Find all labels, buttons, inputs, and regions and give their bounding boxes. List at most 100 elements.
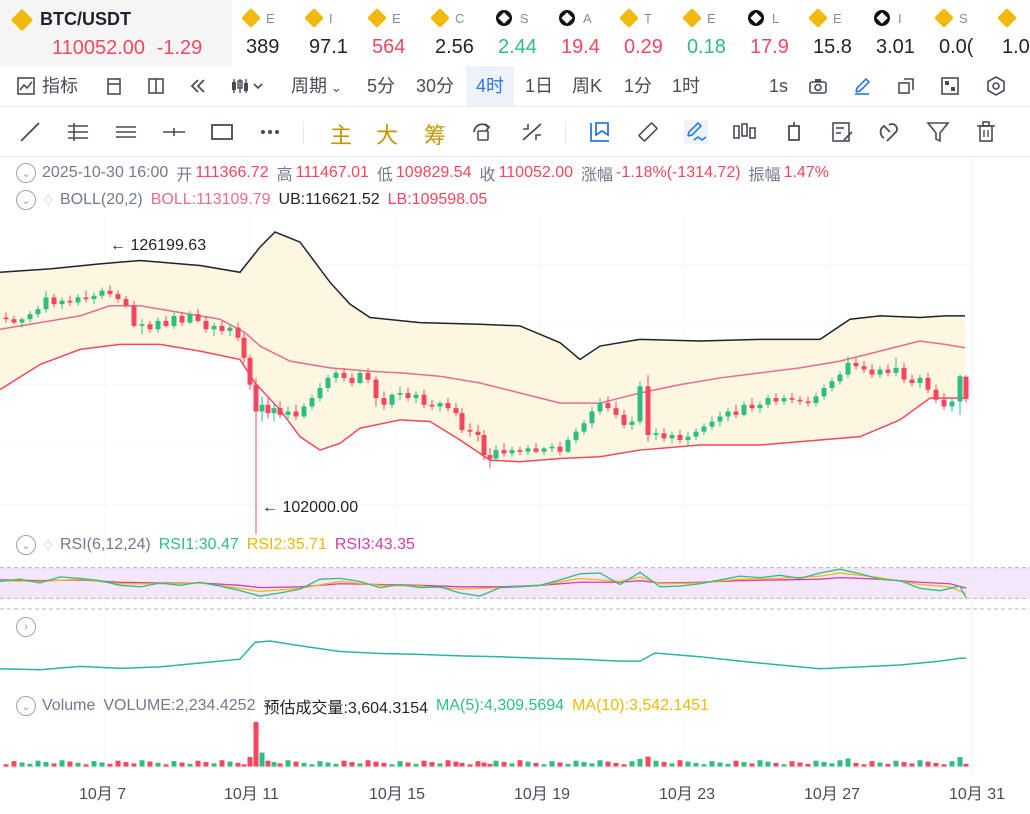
- ruler-icon[interactable]: [636, 120, 660, 144]
- candle-body: [75, 297, 81, 303]
- rectangle-icon[interactable]: [210, 120, 234, 144]
- measure-swap-icon[interactable]: [520, 120, 544, 144]
- tab-period-6[interactable]: 1时: [672, 76, 701, 96]
- volume-bar: [325, 762, 331, 767]
- rsi2-value: RSI2:35.71: [246, 536, 327, 553]
- single-candle-icon[interactable]: [782, 120, 806, 144]
- candle-body: [467, 429, 473, 432]
- camera-icon[interactable]: [808, 76, 828, 96]
- qrcode-icon[interactable]: [940, 76, 960, 96]
- boll-info-line: ⌄ ♢ BOLL(20,2) BOLL:113109.79 UB:116621.…: [16, 189, 495, 211]
- settings-icon[interactable]: [986, 76, 1006, 96]
- candles-icon[interactable]: [732, 120, 756, 144]
- volume-bar: [901, 762, 907, 767]
- parallel-channel-icon[interactable]: [114, 120, 138, 144]
- collapse-chevron-icon[interactable]: ⌄: [16, 163, 36, 183]
- filter-icon[interactable]: [926, 120, 950, 144]
- note-edit-icon[interactable]: [830, 120, 854, 144]
- ticker-item[interactable]: E 15.8: [799, 0, 862, 66]
- indicator-chart-icon[interactable]: [16, 76, 36, 96]
- horizontal-line-icon[interactable]: [162, 120, 186, 144]
- refresh-rate-button[interactable]: 1s: [769, 76, 789, 96]
- candle-body: [589, 411, 595, 424]
- bell-icon[interactable]: ♢: [42, 536, 55, 553]
- volume-bar: [605, 761, 611, 767]
- candle-body: [131, 305, 137, 326]
- volume-ma5: MA(5):4,309.5694: [436, 697, 565, 714]
- layout-icon[interactable]: [104, 76, 124, 96]
- ticker-item[interactable]: S 2.44: [484, 0, 547, 66]
- ticker-item[interactable]: I 97.1: [295, 0, 358, 66]
- tab-period-1[interactable]: 30分: [416, 76, 455, 96]
- candle-body: [797, 399, 803, 402]
- date-tick-label: 10月 7: [79, 786, 127, 803]
- draw-pen-icon[interactable]: [684, 120, 708, 144]
- big-order-button[interactable]: 大: [376, 123, 399, 148]
- ticker-item[interactable]: A 19.4: [547, 0, 610, 66]
- trash-icon[interactable]: [974, 120, 998, 144]
- rsi-info-line: ⌄ ♢ RSI(6,12,24) RSI1:30.47 RSI2:35.71 R…: [16, 534, 423, 556]
- tab-period-5[interactable]: 1分: [624, 76, 653, 96]
- candle-body: [565, 440, 571, 452]
- ticker-item[interactable]: T 0.29: [610, 0, 673, 66]
- trend-line-icon[interactable]: [18, 120, 42, 144]
- candle-body: [685, 436, 691, 440]
- add-window-icon[interactable]: [896, 76, 916, 96]
- horizontal-ray-icon[interactable]: [66, 120, 90, 144]
- ticker-item[interactable]: E 0.18: [673, 0, 736, 66]
- date-tick-label: 10月 23: [659, 786, 716, 803]
- more-icon[interactable]: [258, 120, 282, 144]
- ticker-main-btcusdt[interactable]: BTC/USDT 110052.00 -1.29: [0, 0, 232, 66]
- replay-icon[interactable]: [188, 76, 208, 96]
- ticker-value: 97.1: [309, 36, 348, 58]
- collapse-chevron-icon[interactable]: ⌄: [16, 190, 36, 210]
- high-value: 111467.01: [295, 164, 369, 181]
- volume-bar: [765, 761, 771, 767]
- candle-body: [653, 433, 659, 435]
- ticker-value: 1.09: [1002, 36, 1030, 58]
- ticker-item[interactable]: S 0.0(: [925, 0, 988, 66]
- date-tick-label: 10月 19: [514, 786, 571, 803]
- volume-bar: [781, 764, 787, 767]
- candle-body: [557, 446, 563, 452]
- ticker-item[interactable]: I 3.01: [862, 0, 925, 66]
- bookmark-frame-icon[interactable]: [588, 120, 612, 144]
- collapse-chevron-icon[interactable]: ⌄: [16, 535, 36, 555]
- ticker-item[interactable]: 1.09: [988, 0, 1030, 66]
- tab-period-2[interactable]: 4时: [466, 66, 515, 106]
- candle-body: [19, 319, 25, 323]
- ticker-symbol-fragment: L: [772, 10, 780, 26]
- ticker-item[interactable]: L 17.9: [736, 0, 799, 66]
- volume-bar: [51, 763, 57, 767]
- pencil-icon[interactable]: [852, 76, 872, 96]
- magnet-icon[interactable]: [878, 120, 902, 144]
- indicators-button[interactable]: 指标: [42, 76, 78, 96]
- split-view-icon[interactable]: [146, 76, 166, 96]
- tab-period-0[interactable]: 5分: [367, 76, 396, 96]
- main-force-button[interactable]: 主: [330, 123, 353, 148]
- collapse-chevron-icon[interactable]: ⌄: [16, 696, 36, 716]
- period-dropdown[interactable]: 周期 ⌄: [291, 66, 342, 106]
- chart-type-icon[interactable]: [230, 76, 264, 96]
- volume-bar: [877, 762, 883, 767]
- candle-body: [669, 434, 675, 439]
- volume-bar: [155, 762, 161, 767]
- volume-bar: [163, 764, 169, 767]
- ticker-symbol-fragment: E: [266, 10, 275, 26]
- volume-bar: [741, 762, 747, 767]
- tab-period-4[interactable]: 周K: [572, 76, 603, 96]
- volume-bar: [957, 757, 963, 767]
- ticker-item[interactable]: E 389: [232, 0, 295, 66]
- expand-chevron-icon[interactable]: ›: [16, 617, 36, 637]
- ticker-item[interactable]: E 564: [358, 0, 421, 66]
- ticker-item[interactable]: C 2.56: [421, 0, 484, 66]
- chip-distribution-button[interactable]: 筹: [424, 123, 447, 148]
- candle-body: [781, 398, 787, 402]
- volume-bar: [301, 762, 307, 767]
- volume-bar: [487, 763, 493, 767]
- bell-icon[interactable]: ♢: [42, 191, 55, 208]
- rsi3-value: RSI3:43.35: [334, 536, 415, 553]
- refresh-drawing-icon[interactable]: [470, 120, 494, 144]
- tab-period-3[interactable]: 1日: [525, 76, 554, 96]
